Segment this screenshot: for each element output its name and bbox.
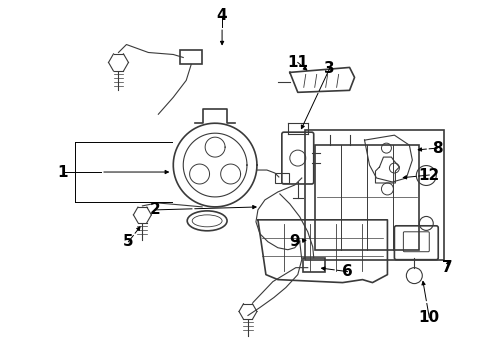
Bar — [274, 173, 288, 183]
Bar — [304, 130, 443, 260]
Text: 7: 7 — [441, 260, 452, 275]
Text: 10: 10 — [418, 310, 439, 325]
Text: 1: 1 — [57, 165, 68, 180]
Text: 6: 6 — [342, 264, 352, 279]
Text: 9: 9 — [289, 234, 300, 249]
Text: 2: 2 — [150, 202, 160, 217]
Text: 12: 12 — [418, 167, 439, 182]
Bar — [314, 145, 419, 250]
Text: 4: 4 — [216, 8, 227, 23]
Bar — [180, 50, 202, 65]
Text: 11: 11 — [287, 55, 308, 70]
Text: 5: 5 — [123, 234, 134, 249]
Text: 8: 8 — [431, 141, 441, 156]
Bar — [302, 258, 324, 272]
Text: 3: 3 — [324, 61, 334, 76]
